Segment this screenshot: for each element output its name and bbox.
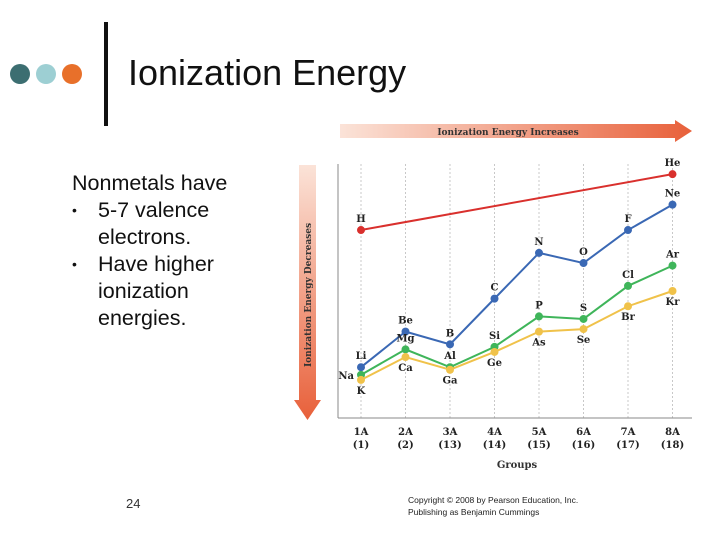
x-tick-group: 2A: [398, 427, 413, 438]
element-label: As: [531, 338, 546, 349]
title-divider: [104, 22, 108, 126]
horizontal-arrow: [340, 120, 692, 142]
element-label: Li: [356, 351, 367, 362]
series-line: [360, 173, 673, 232]
copyright-line: Copyright © 2008 by Pearson Education, I…: [408, 495, 579, 505]
element-label: Ca: [398, 363, 413, 374]
element-label: Be: [398, 316, 413, 327]
element-label: Al: [443, 351, 456, 362]
data-point: [624, 281, 632, 290]
x-tick-number: (16): [572, 440, 595, 451]
element-label: H: [356, 214, 365, 225]
x-tick-number: (17): [616, 440, 639, 451]
element-label: Na: [338, 371, 354, 382]
data-point: [579, 259, 588, 268]
x-tick-group: 7A: [621, 427, 636, 438]
slide-title: Ionization Energy: [128, 52, 407, 93]
x-tick-group: 4A: [487, 427, 502, 438]
dot-light-teal: [36, 64, 56, 84]
element-label: Ga: [442, 376, 458, 387]
data-point: [624, 302, 632, 311]
data-point: [490, 347, 499, 356]
data-point: [535, 312, 543, 321]
dot-dark-teal: [10, 64, 30, 84]
element-label: C: [491, 283, 499, 294]
data-point: [357, 375, 365, 384]
element-label: Mg: [396, 333, 414, 344]
data-point: [668, 261, 677, 270]
element-label: He: [665, 158, 681, 169]
x-tick-group: 8A: [665, 427, 680, 438]
data-point: [579, 314, 588, 323]
bullet-item: • Have higher ionization energies.: [72, 251, 272, 332]
slide-body: Nonmetals have • 5-7 valence electrons. …: [72, 170, 272, 332]
data-point: [401, 345, 410, 354]
element-label: Si: [489, 331, 500, 342]
bullet-text: Have higher ionization energies.: [98, 252, 214, 330]
x-axis-label: Groups: [497, 460, 538, 471]
bullet-icon: •: [72, 256, 77, 272]
data-point: [624, 226, 632, 235]
element-label: S: [580, 303, 587, 314]
element-label: Se: [577, 335, 591, 346]
x-tick-group: 5A: [532, 427, 547, 438]
ionization-energy-chart: Ionization Energy Increases Ionization E…: [294, 120, 692, 471]
copyright-notice: Copyright © 2008 by Pearson Education, I…: [408, 494, 648, 518]
horizontal-arrow-label: Ionization Energy Increases: [437, 128, 578, 138]
bullet-text: 5-7 valence electrons.: [98, 198, 210, 249]
vertical-arrow: [294, 165, 321, 420]
element-label: Kr: [666, 297, 681, 308]
element-label: P: [535, 300, 543, 311]
data-point: [401, 327, 410, 336]
series-line: [360, 290, 673, 381]
series-line: [360, 203, 673, 368]
data-point: [668, 287, 677, 295]
series-line: [360, 264, 673, 376]
bullet-item: • 5-7 valence electrons.: [72, 197, 272, 251]
dot-orange: [62, 64, 82, 84]
data-point: [357, 226, 365, 235]
data-point: [668, 170, 677, 179]
element-label: F: [624, 214, 631, 225]
decorative-dots: [10, 64, 82, 84]
element-label: K: [357, 386, 366, 397]
data-point: [401, 353, 410, 362]
data-point: [579, 325, 588, 334]
x-tick-group: 1A: [354, 427, 369, 438]
data-point: [535, 327, 543, 336]
x-tick-number: (18): [661, 440, 684, 451]
x-tick-group: 6A: [576, 427, 591, 438]
element-label: O: [579, 247, 588, 258]
data-point: [446, 340, 454, 349]
data-point: [446, 365, 454, 374]
element-label: Ne: [665, 189, 681, 200]
element-label: N: [534, 237, 543, 248]
element-label: Cl: [622, 270, 634, 281]
x-tick-number: (14): [483, 440, 506, 451]
element-label: Br: [621, 312, 635, 323]
x-tick-number: (1): [353, 440, 369, 451]
x-tick-group: 3A: [443, 427, 458, 438]
data-point: [357, 363, 365, 372]
intro-text: Nonmetals have: [72, 171, 228, 195]
publisher-line: Publishing as Benjamin Cummings: [408, 507, 540, 517]
element-label: Ge: [487, 358, 502, 369]
data-point: [490, 294, 499, 303]
element-label: Ar: [665, 250, 680, 261]
bullet-icon: •: [72, 202, 77, 218]
x-tick-number: (2): [397, 440, 413, 451]
data-point: [535, 248, 543, 257]
x-tick-number: (13): [438, 440, 461, 451]
element-label: B: [446, 328, 454, 339]
page-number: 24: [126, 496, 141, 511]
x-tick-number: (15): [527, 440, 550, 451]
data-point: [668, 200, 677, 209]
vertical-arrow-label: Ionization Energy Decreases: [304, 223, 314, 367]
